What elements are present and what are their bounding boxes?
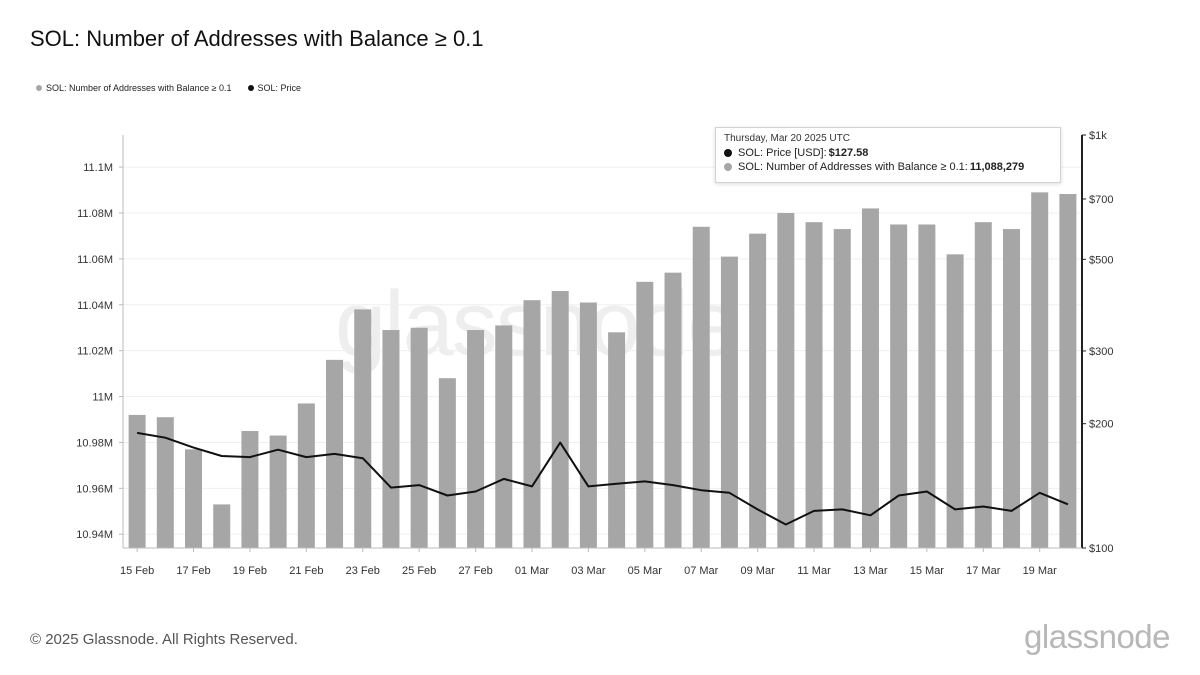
x-tick-label: 17 Feb: [176, 565, 210, 577]
legend-item-addresses[interactable]: SOL: Number of Addresses with Balance ≥ …: [36, 83, 232, 93]
left-tick-label: 11.04M: [77, 300, 113, 312]
left-tick-label: 10.96M: [76, 483, 113, 495]
copyright: © 2025 Glassnode. All Rights Reserved.: [30, 631, 298, 648]
left-tick-label: 11.08M: [77, 208, 113, 220]
bar-17-feb: [185, 449, 203, 548]
bar-19-feb: [241, 430, 259, 548]
bar-21-feb: [297, 403, 315, 548]
bar-16-mar: [946, 254, 964, 549]
bar-07-mar: [692, 226, 710, 548]
bar-15-feb: [128, 414, 146, 548]
legend: SOL: Number of Addresses with Balance ≥ …: [36, 83, 301, 93]
x-tick-label: 25 Feb: [402, 565, 436, 577]
bar-01-mar: [523, 300, 541, 548]
right-tick-label: $700: [1089, 194, 1113, 206]
bar-18-feb: [213, 504, 231, 548]
bar-18-mar: [1002, 229, 1020, 549]
tooltip-addr-row: SOL: Number of Addresses with Balance ≥ …: [724, 161, 1052, 173]
right-tick-label: $200: [1089, 419, 1113, 431]
legend-label-addresses: SOL: Number of Addresses with Balance ≥ …: [46, 83, 232, 93]
tooltip-addr-value: 11,088,279: [969, 161, 1025, 173]
bar-23-feb: [354, 309, 372, 548]
bar-20-feb: [269, 435, 287, 548]
x-tick-label: 15 Feb: [120, 565, 154, 577]
tooltip-date: Thursday, Mar 20 2025 UTC: [724, 133, 850, 144]
x-tick-label: 11 Mar: [797, 565, 831, 577]
price-line: [136, 431, 1069, 526]
tooltip-addr-label: SOL: Number of Addresses with Balance ≥ …: [738, 161, 968, 173]
x-tick-label: 19 Feb: [233, 565, 267, 577]
bar-27-feb: [467, 330, 485, 548]
x-tick-label: 13 Mar: [853, 565, 888, 577]
chart-title: SOL: Number of Addresses with Balance ≥ …: [30, 26, 484, 51]
bar-16-feb: [156, 417, 174, 548]
bar-04-mar: [608, 332, 626, 548]
bar-10-mar: [777, 213, 795, 548]
bar-08-mar: [720, 256, 738, 548]
legend-swatch-price: [247, 85, 254, 91]
legend-item-price[interactable]: SOL: Price: [247, 83, 302, 93]
bar-17-mar: [974, 222, 992, 548]
bar-26-feb: [438, 378, 456, 548]
left-tick-label: 11M: [92, 392, 113, 404]
bar-09-mar: [749, 233, 767, 548]
bar-24-feb: [382, 330, 400, 548]
left-tick-label: 11.06M: [77, 254, 113, 266]
tooltip-price-row: SOL: Price [USD]: $127.58: [724, 147, 1052, 159]
tooltip: Thursday, Mar 20 2025 UTC SOL: Price [US…: [715, 127, 1061, 183]
left-tick-label: 11.02M: [77, 346, 113, 358]
x-tick-label: 21 Feb: [289, 565, 323, 577]
right-tick-label: $1k: [1089, 130, 1107, 142]
x-tick-label: 01 Mar: [515, 565, 550, 577]
right-tick-label: $100: [1089, 543, 1113, 555]
left-tick-label: 11.1M: [83, 162, 113, 174]
tooltip-addr-dot: [724, 163, 732, 171]
tooltip-price-label: SOL: Price [USD]:: [738, 147, 827, 159]
bar-06-mar: [664, 272, 682, 548]
x-tick-label: 23 Feb: [346, 565, 380, 577]
x-tick-label: 27 Feb: [458, 565, 492, 577]
tooltip-price-dot: [724, 149, 732, 157]
x-tick-label: 05 Mar: [628, 565, 663, 577]
bar-28-feb: [495, 325, 513, 548]
left-tick-label: 10.94M: [76, 529, 113, 541]
bar-12-mar: [833, 229, 851, 549]
bar-11-mar: [805, 222, 823, 548]
legend-swatch-addresses: [36, 85, 42, 91]
bar-20-mar: [1059, 194, 1077, 548]
x-tick-label: 09 Mar: [741, 565, 776, 577]
bar-25-feb: [410, 327, 428, 548]
x-tick-label: 19 Mar: [1023, 565, 1058, 577]
x-tick-label: 15 Mar: [910, 565, 945, 577]
bar-19-mar: [1031, 192, 1049, 548]
right-tick-label: $300: [1089, 346, 1113, 358]
x-tick-label: 07 Mar: [684, 565, 719, 577]
bar-03-mar: [579, 302, 597, 548]
legend-label-price: SOL: Price: [257, 83, 302, 93]
bar-05-mar: [636, 281, 654, 548]
right-tick-label: $500: [1089, 254, 1113, 266]
x-tick-label: 03 Mar: [571, 565, 606, 577]
bar-15-mar: [918, 224, 936, 548]
left-tick-label: 10.98M: [76, 437, 113, 449]
bar-02-mar: [551, 291, 569, 548]
tooltip-price-value: $127.58: [828, 147, 869, 159]
glassnode-logo[interactable]: glassnode: [1024, 618, 1170, 655]
bar-13-mar: [861, 208, 879, 548]
x-tick-label: 17 Mar: [966, 565, 1001, 577]
bar-14-mar: [890, 224, 908, 548]
